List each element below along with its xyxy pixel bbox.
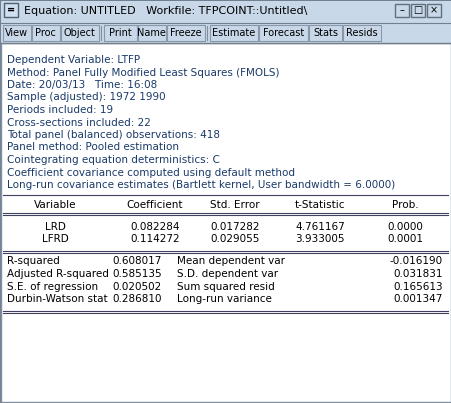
Text: Method: Panel Fully Modified Least Squares (FMOLS): Method: Panel Fully Modified Least Squar… [7, 67, 279, 77]
Text: 0.165613: 0.165613 [392, 282, 442, 291]
Text: 0.114272: 0.114272 [130, 234, 179, 244]
Text: Periods included: 19: Periods included: 19 [7, 105, 113, 115]
Text: Forecast: Forecast [262, 28, 304, 38]
Text: Panel method: Pooled estimation: Panel method: Pooled estimation [7, 143, 179, 152]
Bar [426, 4, 440, 17]
Text: Durbin-Watson stat: Durbin-Watson stat [7, 294, 107, 304]
Text: Cross-sections included: 22: Cross-sections included: 22 [7, 118, 151, 127]
Bar [410, 4, 424, 17]
Text: Proc: Proc [35, 28, 56, 38]
Bar [259, 25, 307, 41]
Bar [3, 25, 31, 41]
Text: 4.761167: 4.761167 [295, 222, 344, 231]
Text: Date: 20/03/13   Time: 16:08: Date: 20/03/13 Time: 16:08 [7, 80, 157, 90]
Text: Dependent Variable: LTFP: Dependent Variable: LTFP [7, 55, 140, 65]
Bar [209, 25, 258, 41]
Bar [60, 25, 99, 41]
Text: Adjusted R-squared: Adjusted R-squared [7, 269, 109, 279]
Text: Freeze: Freeze [170, 28, 201, 38]
Text: 0.0001: 0.0001 [386, 234, 422, 244]
Text: Sample (adjusted): 1972 1990: Sample (adjusted): 1972 1990 [7, 93, 165, 102]
Text: 0.001347: 0.001347 [393, 294, 442, 304]
Text: S.D. dependent var: S.D. dependent var [177, 269, 277, 279]
Bar [1, 23, 450, 43]
Text: Variable: Variable [34, 199, 76, 210]
Text: Print: Print [109, 28, 131, 38]
Text: -0.016190: -0.016190 [389, 256, 442, 266]
Text: Std. Error: Std. Error [210, 199, 259, 210]
Text: Equation: UNTITLED   Workfile: TFPCOINT::Untitled\: Equation: UNTITLED Workfile: TFPCOINT::U… [24, 6, 307, 16]
Text: ×: × [429, 6, 437, 15]
Text: 0.031831: 0.031831 [393, 269, 442, 279]
Text: 0.0000: 0.0000 [386, 222, 422, 231]
Bar [342, 25, 380, 41]
Text: R-squared: R-squared [7, 256, 60, 266]
Text: Long-run variance: Long-run variance [177, 294, 271, 304]
Bar [1, 43, 450, 402]
Text: 0.608017: 0.608017 [112, 256, 161, 266]
Bar [138, 25, 165, 41]
Text: 3.933005: 3.933005 [295, 234, 344, 244]
Text: Cointegrating equation deterministics: C: Cointegrating equation deterministics: C [7, 155, 219, 165]
Bar [308, 25, 341, 41]
Text: Long-run covariance estimates (Bartlett kernel, User bandwidth = 6.0000): Long-run covariance estimates (Bartlett … [7, 180, 394, 190]
Text: Sum squared resid: Sum squared resid [177, 282, 274, 291]
Text: Resids: Resids [345, 28, 377, 38]
Text: Total panel (balanced) observations: 418: Total panel (balanced) observations: 418 [7, 130, 220, 140]
Text: Coefficient covariance computed using default method: Coefficient covariance computed using de… [7, 168, 295, 177]
Text: LRD: LRD [45, 222, 65, 231]
Text: Name: Name [137, 28, 166, 38]
Bar [4, 3, 18, 17]
Text: 0.585135: 0.585135 [112, 269, 161, 279]
Text: Stats: Stats [312, 28, 337, 38]
Text: t-Statistic: t-Statistic [294, 199, 345, 210]
Bar [32, 25, 60, 41]
Bar [104, 25, 137, 41]
Text: View: View [5, 28, 28, 38]
Text: LFRD: LFRD [41, 234, 68, 244]
Text: 0.020502: 0.020502 [112, 282, 161, 291]
Text: Coefficient: Coefficient [126, 199, 183, 210]
Text: Estimate: Estimate [212, 28, 255, 38]
Bar [1, 1, 450, 23]
Text: 0.017282: 0.017282 [210, 222, 259, 231]
Bar [166, 25, 204, 41]
Text: 0.082284: 0.082284 [130, 222, 179, 231]
Text: S.E. of regression: S.E. of regression [7, 282, 98, 291]
Text: Prob.: Prob. [391, 199, 417, 210]
Text: □: □ [413, 6, 422, 15]
Text: Object: Object [64, 28, 96, 38]
Text: Mean dependent var: Mean dependent var [177, 256, 285, 266]
Text: =: = [7, 5, 15, 15]
Text: 0.029055: 0.029055 [210, 234, 259, 244]
Text: 0.286810: 0.286810 [112, 294, 161, 304]
Text: –: – [399, 6, 404, 15]
Bar [394, 4, 408, 17]
